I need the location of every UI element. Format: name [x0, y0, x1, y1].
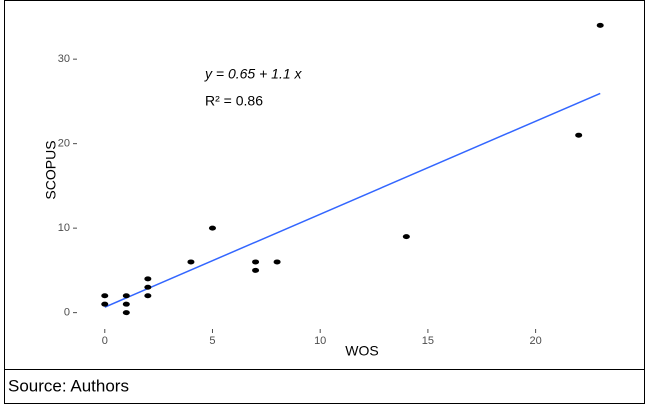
point — [144, 284, 152, 290]
x-tick-label: 10 — [314, 335, 326, 347]
point — [273, 259, 281, 265]
y-axis-title: SCOPUS — [43, 140, 59, 199]
x-tick-label: 20 — [529, 335, 541, 347]
x-tick-label: 0 — [102, 335, 108, 347]
point — [575, 132, 583, 138]
point — [596, 22, 604, 28]
y-tick-label: 20 — [58, 138, 70, 150]
point — [101, 293, 109, 299]
point — [101, 301, 109, 307]
point — [187, 259, 195, 265]
x-tick-label: 15 — [422, 335, 434, 347]
y-tick-label: 0 — [64, 307, 70, 319]
point — [402, 234, 410, 240]
source-note: Source: Authors — [8, 376, 129, 395]
fit-line — [104, 92, 601, 308]
point — [144, 293, 152, 299]
source-frame — [4, 369, 645, 404]
point — [208, 225, 216, 231]
point — [122, 293, 130, 299]
point — [122, 301, 130, 307]
point — [252, 267, 260, 273]
point — [144, 276, 152, 282]
x-tick-label: 5 — [209, 335, 215, 347]
point — [122, 310, 130, 316]
equation: y = 0.65 + 1.1 x — [204, 66, 303, 82]
point — [252, 259, 260, 265]
r-squared: R² = 0.86 — [205, 93, 263, 109]
figure-frame — [4, 0, 645, 370]
x-axis-title: WOS — [345, 343, 378, 359]
y-tick-label: 30 — [58, 53, 70, 65]
y-tick-label: 10 — [58, 222, 70, 234]
